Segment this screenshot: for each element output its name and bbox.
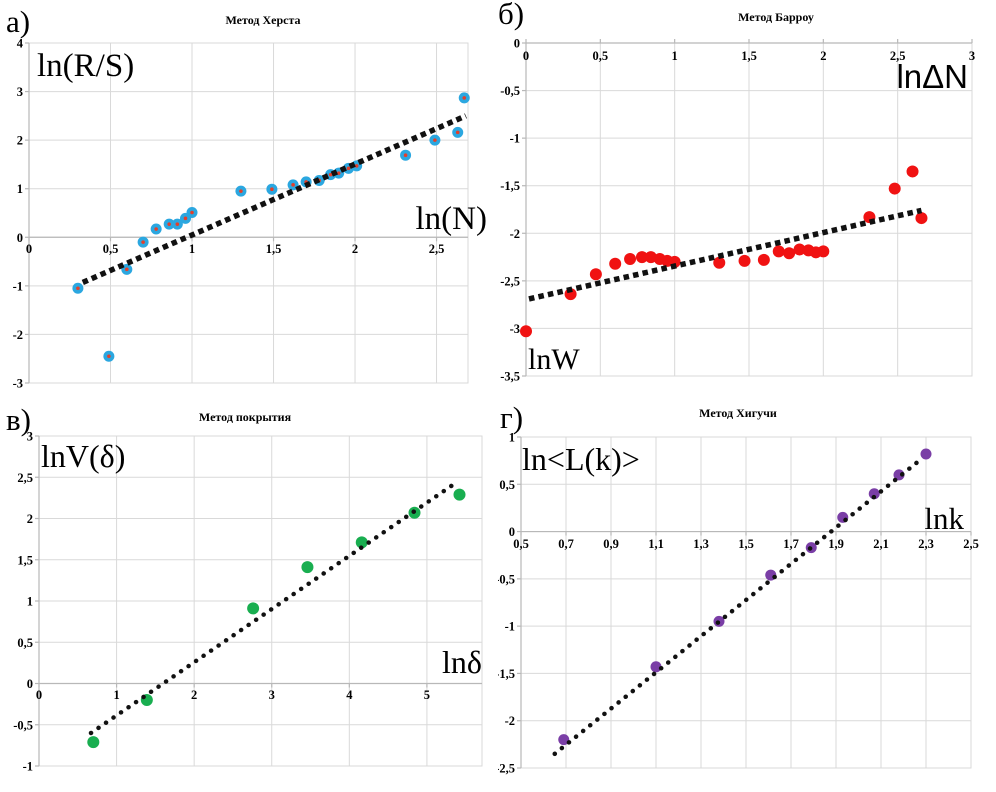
svg-text:4: 4 — [17, 37, 24, 51]
svg-text:1,5: 1,5 — [738, 537, 754, 551]
y-axis-label-hurst: ln(R/S) — [37, 48, 135, 84]
svg-text:0: 0 — [523, 49, 529, 63]
svg-text:-1: -1 — [13, 279, 23, 293]
svg-text:0: 0 — [26, 242, 32, 256]
svg-text:-3: -3 — [13, 377, 23, 391]
svg-text:0: 0 — [27, 677, 33, 691]
y-axis-label-barrow: lnW — [528, 343, 580, 376]
panel-label-a: а) — [6, 4, 31, 39]
barrow-scatter-plot: 0 -0,5 -1 -1,5 -2 -2,5 -3 -3,5 0 0,5 1 1,5 2 2,5 3 — [500, 37, 975, 384]
svg-text:2: 2 — [820, 49, 826, 63]
chart-title-barrow: Метод Барроу — [738, 10, 814, 24]
svg-text:-1,5: -1,5 — [500, 179, 520, 193]
svg-text:-2: -2 — [13, 328, 23, 342]
panel-hurst-method: 4 3 2 1 0 -1 -2 -3 0 0,5 1 1,5 2 2,5 а) Метод Херста … — [0, 0, 498, 396]
svg-text:0: 0 — [509, 525, 515, 539]
svg-text:1,5: 1,5 — [741, 49, 757, 63]
svg-text:0: 0 — [514, 37, 520, 51]
svg-text:5: 5 — [424, 688, 430, 702]
svg-text:0,5: 0,5 — [499, 478, 515, 492]
y-axis-label-higuchi: ln<L(k)> — [522, 441, 640, 477]
svg-text:3: 3 — [17, 85, 23, 99]
chart-title-higuchi: Метод Хигучи — [699, 406, 777, 420]
svg-text:0,9: 0,9 — [603, 537, 619, 551]
x-axis-label-higuchi: lnk — [924, 501, 964, 536]
svg-text:-0,5: -0,5 — [500, 84, 520, 98]
panel-label-b: б) — [498, 0, 525, 31]
svg-text:2: 2 — [27, 512, 33, 526]
svg-text:1,7: 1,7 — [783, 537, 799, 551]
svg-text:1: 1 — [27, 595, 33, 609]
svg-text:3: 3 — [27, 430, 33, 444]
svg-text:-1: -1 — [23, 760, 33, 774]
panel-label-g: г) — [500, 400, 524, 435]
svg-text:-1,5: -1,5 — [498, 667, 515, 681]
svg-text:2,5: 2,5 — [429, 242, 445, 256]
svg-text:2: 2 — [352, 242, 358, 256]
svg-text:0,5: 0,5 — [513, 537, 529, 551]
svg-text:4: 4 — [346, 688, 353, 702]
svg-text:0,7: 0,7 — [558, 537, 574, 551]
svg-text:3: 3 — [969, 49, 975, 63]
svg-text:2,5: 2,5 — [963, 537, 979, 551]
svg-text:-0,5: -0,5 — [13, 718, 33, 732]
svg-text:-1: -1 — [510, 132, 520, 146]
svg-text:0: 0 — [17, 231, 23, 245]
svg-text:-1: -1 — [505, 620, 515, 634]
x-axis-label-barrow: lnΔN — [896, 58, 968, 95]
x-axis-label-hurst: ln(N) — [415, 201, 487, 237]
svg-text:2,5: 2,5 — [17, 471, 33, 485]
chart-title-covering: Метод покрытия — [198, 410, 292, 424]
svg-text:1,5: 1,5 — [266, 242, 282, 256]
svg-text:2: 2 — [191, 688, 197, 702]
svg-text:-2,5: -2,5 — [500, 274, 520, 288]
svg-text:-2: -2 — [505, 714, 515, 728]
svg-text:2: 2 — [17, 134, 23, 148]
svg-text:1: 1 — [672, 49, 678, 63]
svg-text:1,9: 1,9 — [828, 537, 844, 551]
covering-scatter-plot: 3 2,5 2 1,5 1 0,5 0 -0,5 -1 0 1 2 3 4 5 — [13, 430, 483, 774]
svg-text:1: 1 — [17, 182, 23, 196]
svg-text:1: 1 — [113, 688, 119, 702]
panel-barrow-method: 0 -0,5 -1 -1,5 -2 -2,5 -3 -3,5 0 0,5 1 1,5 2 2,5 3 б) … — [498, 0, 996, 396]
svg-text:2,1: 2,1 — [873, 537, 889, 551]
svg-text:-2: -2 — [510, 227, 520, 241]
svg-text:0,5: 0,5 — [103, 242, 119, 256]
svg-text:-2,5: -2,5 — [498, 762, 515, 776]
svg-text:1,1: 1,1 — [648, 537, 664, 551]
higuchi-scatter-plot: 10,50-0,5-1-1,5-2-2,50,50,70,91,11,31,51… — [498, 431, 979, 776]
svg-text:1: 1 — [189, 242, 195, 256]
panel-higuchi-method: 10,50-0,5-1-1,5-2-2,50,50,70,91,11,31,51… — [498, 396, 996, 792]
svg-text:1,3: 1,3 — [693, 537, 709, 551]
panel-label-v: в) — [6, 402, 31, 437]
svg-text:-3: -3 — [510, 322, 520, 336]
panel-covering-method: 3 2,5 2 1,5 1 0,5 0 -0,5 -1 0 1 2 3 4 5 в) Метод покры… — [0, 396, 498, 792]
svg-text:2,3: 2,3 — [918, 537, 934, 551]
y-axis-label-covering: lnV(δ) — [41, 438, 126, 474]
hurst-scatter-plot: 4 3 2 1 0 -1 -2 -3 0 0,5 1 1,5 2 2,5 — [13, 37, 470, 391]
chart-title-hurst: Метод Херста — [225, 13, 301, 27]
svg-text:2,5: 2,5 — [890, 49, 906, 63]
svg-text:-3,5: -3,5 — [500, 370, 520, 384]
svg-text:1: 1 — [509, 431, 515, 445]
svg-text:1,5: 1,5 — [17, 553, 33, 567]
svg-text:3: 3 — [269, 688, 275, 702]
svg-text:0,5: 0,5 — [593, 49, 609, 63]
x-axis-label-covering: lnδ — [442, 644, 482, 680]
svg-text:0,5: 0,5 — [17, 636, 33, 650]
svg-text:0: 0 — [36, 688, 42, 702]
svg-text:-0,5: -0,5 — [498, 572, 515, 586]
